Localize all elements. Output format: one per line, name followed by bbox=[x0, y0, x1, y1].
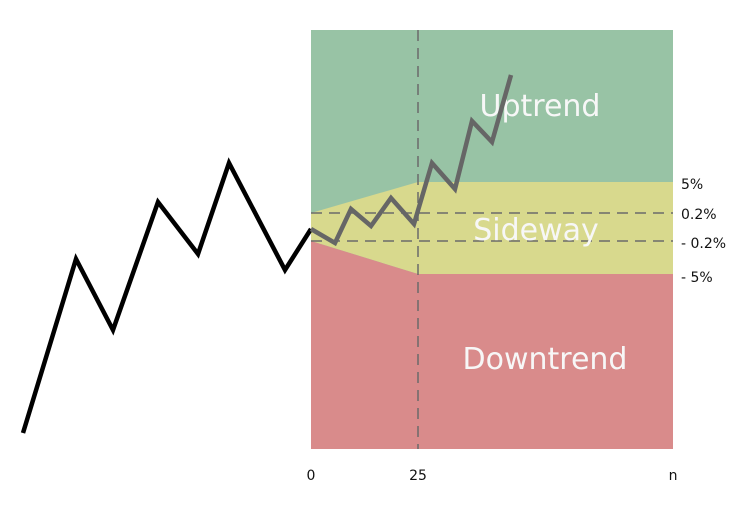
history-price-line bbox=[20, 157, 313, 434]
forecast-price-line bbox=[309, 74, 514, 247]
threshold-label-upper-narrow: 0.2% bbox=[681, 207, 717, 223]
threshold-label-upper-wide: 5% bbox=[681, 177, 703, 193]
threshold-label-lower-wide: - 5% bbox=[681, 270, 713, 286]
downtrend-zone bbox=[311, 241, 673, 449]
sideway-zone bbox=[311, 182, 673, 274]
x-axis-label-mid: 25 bbox=[409, 468, 427, 484]
x-axis-label-start: 0 bbox=[307, 468, 316, 484]
downtrend-label: Downtrend bbox=[463, 342, 628, 377]
x-axis-label-end: n bbox=[669, 468, 678, 484]
sideway-label: Sideway bbox=[473, 213, 599, 248]
threshold-label-lower-narrow: - 0.2% bbox=[681, 236, 726, 252]
